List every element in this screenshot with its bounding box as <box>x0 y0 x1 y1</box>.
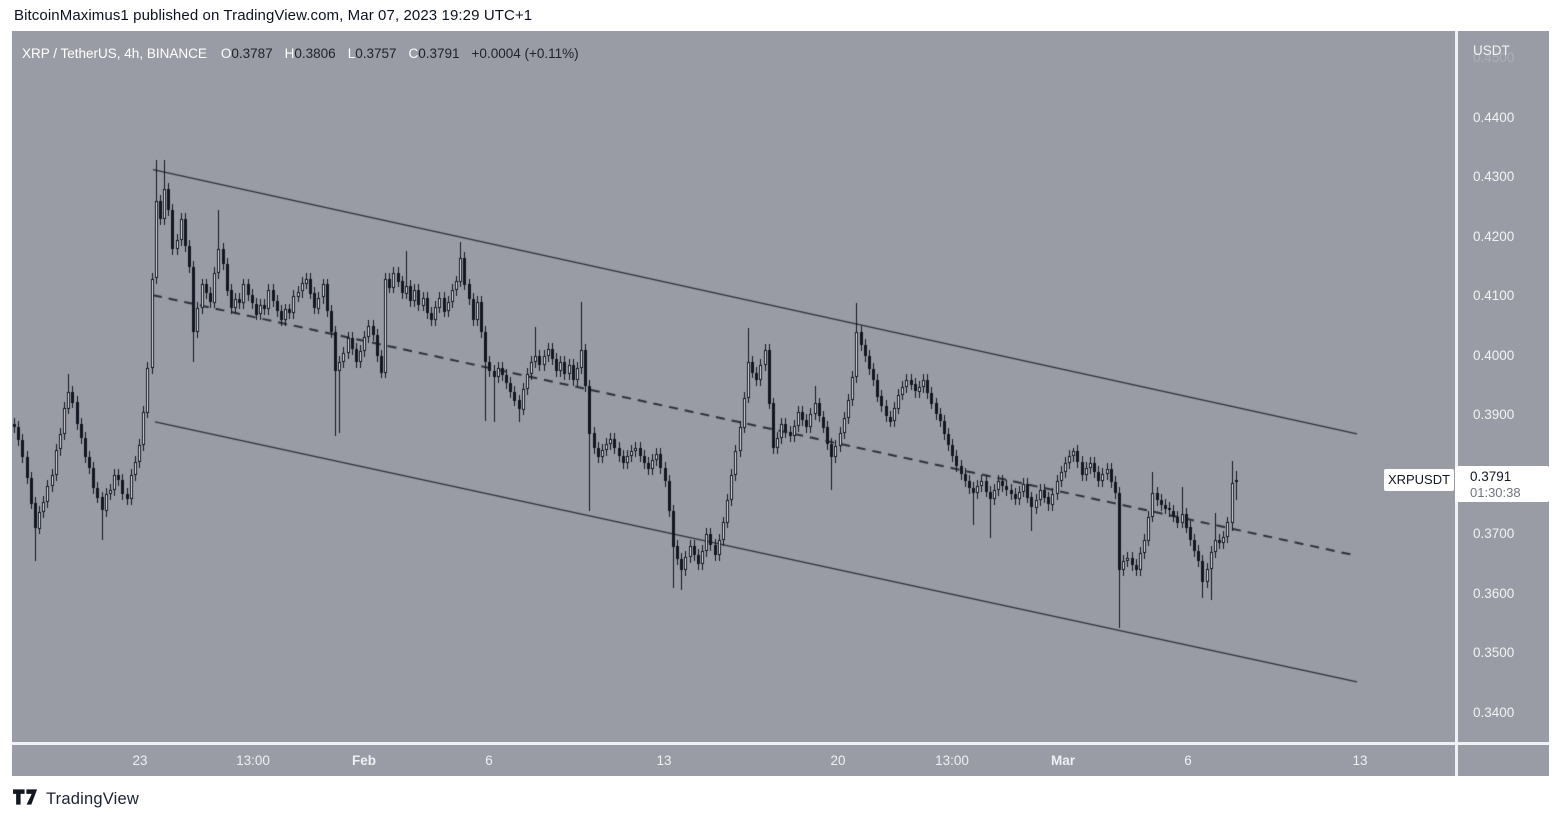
price-tick: 0.3400 <box>1473 704 1515 720</box>
price-tick: 0.3500 <box>1473 645 1515 661</box>
currency-label: USDT <box>1473 43 1510 58</box>
legend-change: +0.0004 (+0.11%) <box>471 45 579 61</box>
current-price-label: 0.3791 01:30:38 <box>1455 466 1549 503</box>
price-axis-separator <box>1455 31 1458 776</box>
price-tick: 0.3600 <box>1473 585 1515 601</box>
chart-region: XRP / TetherUS, 4h, BINANCE O0.3787 H0.3… <box>12 31 1549 776</box>
time-tick: Mar <box>1050 753 1076 768</box>
time-tick: 6 <box>485 753 493 768</box>
time-tick: 13 <box>1352 753 1368 768</box>
price-tick: 0.4200 <box>1473 228 1515 244</box>
legend-open: O0.3787 <box>220 45 273 61</box>
time-axis[interactable]: 23 13:00 Feb 6 13 20 13:00 Mar 6 13 <box>12 745 1549 776</box>
time-tick: 13 <box>656 753 672 768</box>
tradingview-logo-icon <box>13 788 38 811</box>
price-tick-faded: 0.4500 <box>1473 50 1515 66</box>
time-axis-separator <box>12 742 1549 745</box>
price-tick: 0.4300 <box>1473 169 1515 185</box>
price-tick: 0.4100 <box>1473 288 1515 304</box>
time-tick: 13:00 <box>935 753 969 768</box>
legend-close: C0.3791 <box>408 45 460 61</box>
price-chart-canvas[interactable] <box>12 31 1455 742</box>
tradingview-logo[interactable]: TradingView <box>13 788 139 811</box>
legend-symbol-title: XRP / TetherUS, 4h, BINANCE <box>22 45 207 61</box>
time-tick: Feb <box>351 753 377 768</box>
symbol-tag: XRPUSDT <box>1384 469 1454 492</box>
legend-high: H0.3806 <box>284 45 336 61</box>
price-tick: 0.4000 <box>1473 347 1515 363</box>
candle-countdown: 01:30:38 <box>1470 485 1521 501</box>
tradingview-wordmark: TradingView <box>46 790 139 808</box>
time-tick: 20 <box>830 753 846 768</box>
current-price-value: 0.3791 <box>1470 469 1512 485</box>
price-tick: 0.3900 <box>1473 407 1515 423</box>
price-axis[interactable]: USDT 0.4500 0.4400 0.4300 0.4200 0.4100 0.400… <box>1458 31 1549 742</box>
legend-low: L0.3757 <box>347 45 397 61</box>
time-tick: 13:00 <box>236 753 270 768</box>
price-tick: 0.3700 <box>1473 526 1515 542</box>
time-tick: 6 <box>1184 753 1192 768</box>
time-tick: 23 <box>132 753 148 768</box>
attribution-text: BitcoinMaximus1 published on TradingView… <box>14 7 533 24</box>
price-tick: 0.4400 <box>1473 109 1515 125</box>
chart-legend: XRP / TetherUS, 4h, BINANCE O0.3787 H0.3… <box>22 44 579 62</box>
